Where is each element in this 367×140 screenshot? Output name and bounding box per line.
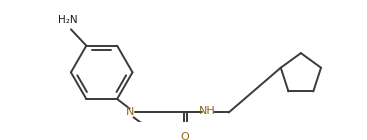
Text: N: N [126, 108, 134, 117]
Text: H₂N: H₂N [58, 15, 78, 24]
Text: NH: NH [199, 106, 216, 116]
Text: O: O [180, 132, 189, 140]
